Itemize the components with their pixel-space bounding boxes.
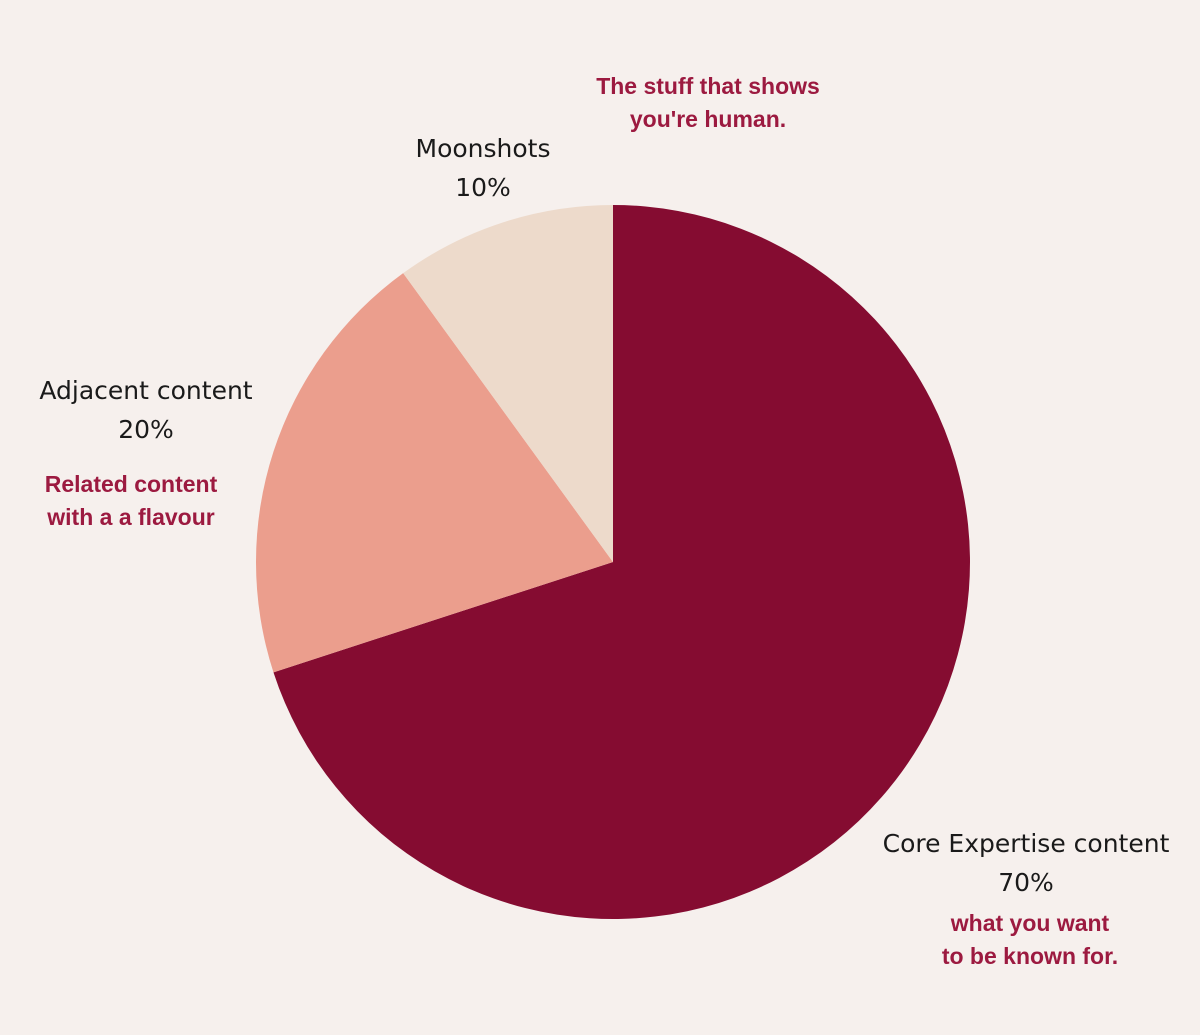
moonshots-percent: 10%	[455, 173, 511, 202]
adjacent-annotation: Related content with a a flavour	[0, 468, 262, 534]
pie-slice-adjacent	[255, 273, 613, 673]
adjacent-name: Adjacent content	[39, 376, 253, 405]
moonshots-name: Moonshots	[415, 134, 551, 163]
adjacent-percent: 20%	[118, 415, 174, 444]
adjacent-annotation-line-1: Related content	[44, 471, 218, 497]
core-percent: 70%	[998, 868, 1054, 897]
adjacent-label: Adjacent content 20%	[0, 371, 292, 449]
core-annotation-line-2: to be known for.	[941, 943, 1119, 969]
pie-slice-core	[273, 205, 970, 919]
moonshots-label: Moonshots 10%	[363, 129, 603, 207]
moonshots-annotation-line-1: The stuff that shows	[596, 73, 820, 99]
moonshots-annotation-line-2: you're human.	[629, 106, 787, 132]
adjacent-annotation-line-2: with a a flavour	[47, 504, 215, 530]
core-annotation: what you want to be known for.	[880, 907, 1180, 973]
core-name: Core Expertise content	[882, 829, 1170, 858]
moonshots-annotation: The stuff that shows you're human.	[548, 70, 868, 136]
pie-slice-moonshots	[403, 205, 613, 562]
core-annotation-line-1: what you want	[950, 910, 1110, 936]
core-label: Core Expertise content 70%	[856, 824, 1196, 902]
